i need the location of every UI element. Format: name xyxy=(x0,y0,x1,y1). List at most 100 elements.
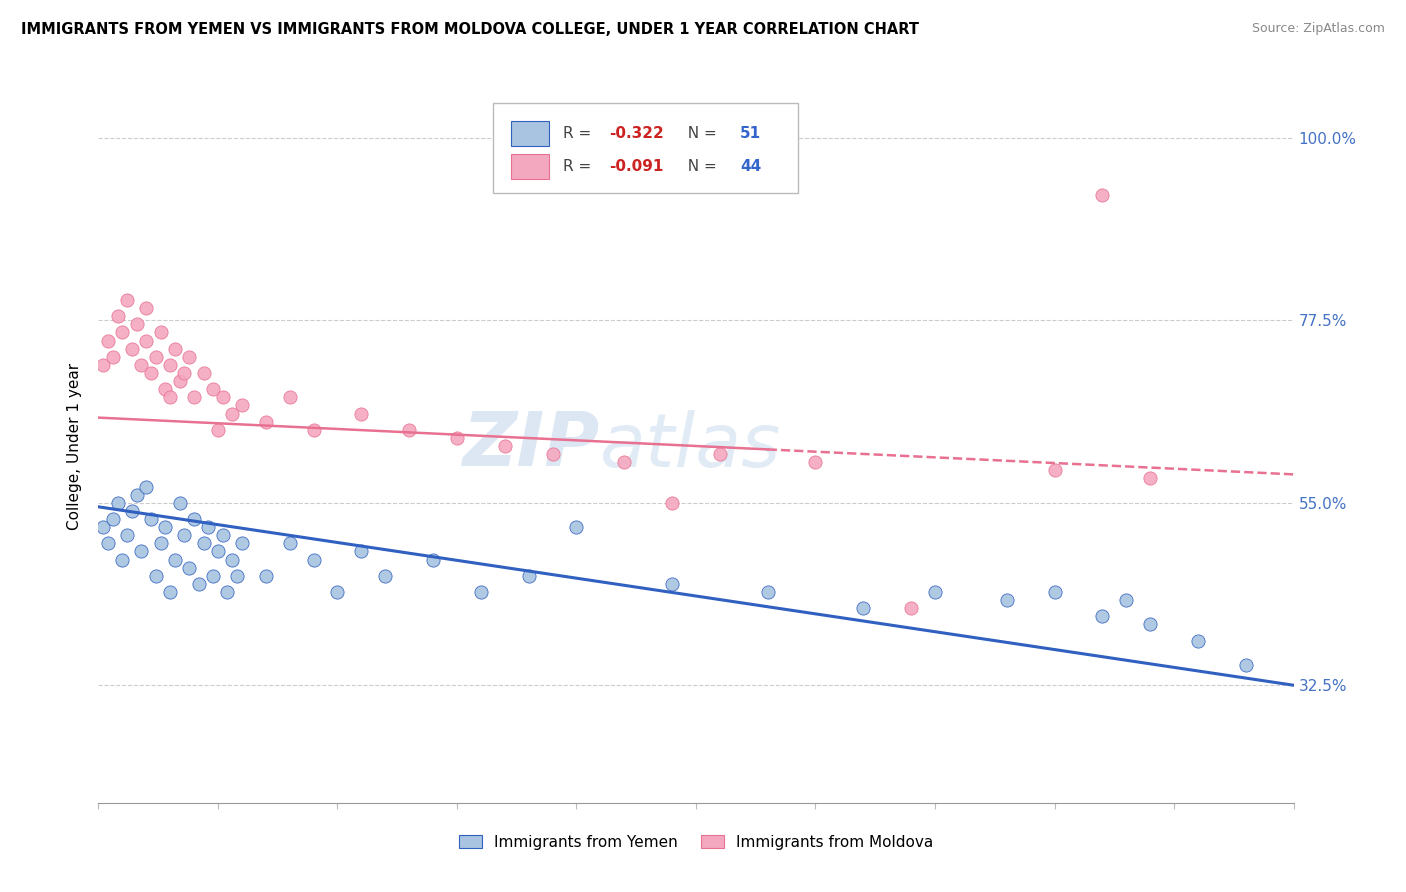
Point xyxy=(125,488,148,502)
Point xyxy=(91,520,114,534)
Point xyxy=(131,544,153,558)
Text: IMMIGRANTS FROM YEMEN VS IMMIGRANTS FROM MOLDOVA COLLEGE, UNDER 1 YEAR CORRELATI: IMMIGRANTS FROM YEMEN VS IMMIGRANTS FROM… xyxy=(21,22,920,37)
Point xyxy=(661,496,683,510)
Point xyxy=(125,318,148,332)
Legend: Immigrants from Yemen, Immigrants from Moldova: Immigrants from Yemen, Immigrants from M… xyxy=(453,829,939,855)
Point xyxy=(197,520,219,534)
Point xyxy=(709,447,731,461)
Point xyxy=(139,512,162,526)
Point xyxy=(131,358,153,372)
Point xyxy=(149,536,172,550)
Point xyxy=(661,577,683,591)
Point xyxy=(302,552,325,566)
Text: ZIP: ZIP xyxy=(463,409,600,483)
Point xyxy=(1234,657,1257,672)
Point xyxy=(446,431,468,445)
Point xyxy=(173,528,195,542)
Point xyxy=(121,504,143,518)
Point xyxy=(226,568,249,582)
Point xyxy=(350,407,373,421)
Point xyxy=(422,552,444,566)
Point xyxy=(193,536,215,550)
Point xyxy=(211,528,233,542)
Point xyxy=(231,399,253,413)
Point xyxy=(187,577,209,591)
Point xyxy=(326,585,349,599)
Point xyxy=(115,293,138,307)
Text: -0.091: -0.091 xyxy=(609,159,664,174)
Point xyxy=(565,520,588,534)
Point xyxy=(121,342,143,356)
Point xyxy=(111,326,134,340)
Point xyxy=(900,601,922,615)
Point xyxy=(1043,585,1066,599)
FancyBboxPatch shape xyxy=(510,120,548,145)
Point xyxy=(278,536,301,550)
Point xyxy=(159,358,181,372)
Point xyxy=(97,334,120,348)
Point xyxy=(173,366,195,380)
Text: R =: R = xyxy=(564,159,596,174)
Point xyxy=(302,423,325,437)
Text: Source: ZipAtlas.com: Source: ZipAtlas.com xyxy=(1251,22,1385,36)
Y-axis label: College, Under 1 year: College, Under 1 year xyxy=(67,362,83,530)
Point xyxy=(145,568,167,582)
Point xyxy=(221,407,243,421)
Point xyxy=(107,496,129,510)
Point xyxy=(183,390,205,404)
Point xyxy=(470,585,492,599)
Point xyxy=(135,334,157,348)
Point xyxy=(155,382,177,396)
Point xyxy=(541,447,564,461)
Point xyxy=(254,568,277,582)
Point xyxy=(211,390,233,404)
Text: 51: 51 xyxy=(740,126,761,141)
Text: N =: N = xyxy=(678,159,721,174)
Text: -0.322: -0.322 xyxy=(609,126,664,141)
Point xyxy=(756,585,779,599)
Point xyxy=(1139,471,1161,485)
Point xyxy=(155,520,177,534)
Point xyxy=(183,512,205,526)
Point xyxy=(163,552,186,566)
Point xyxy=(398,423,420,437)
Point xyxy=(494,439,516,453)
Point xyxy=(254,415,277,429)
FancyBboxPatch shape xyxy=(510,153,548,178)
Point xyxy=(91,358,114,372)
Point xyxy=(145,350,167,364)
Point xyxy=(1043,463,1066,477)
Point xyxy=(613,455,636,469)
Point xyxy=(852,601,875,615)
Point xyxy=(995,593,1018,607)
Point xyxy=(149,326,172,340)
Point xyxy=(1187,633,1209,648)
Point xyxy=(202,382,225,396)
Point xyxy=(193,366,215,380)
Point xyxy=(217,585,239,599)
Point xyxy=(97,536,120,550)
Text: 44: 44 xyxy=(740,159,762,174)
Text: R =: R = xyxy=(564,126,596,141)
Point xyxy=(1091,187,1114,202)
Text: atlas: atlas xyxy=(600,410,782,482)
Point xyxy=(159,390,181,404)
Point xyxy=(231,536,253,550)
Point xyxy=(179,350,201,364)
Point xyxy=(207,544,229,558)
Point xyxy=(107,310,129,324)
Point xyxy=(278,390,301,404)
Point xyxy=(135,479,157,493)
Point xyxy=(924,585,946,599)
Point xyxy=(202,568,225,582)
Point xyxy=(115,528,138,542)
Point xyxy=(1091,609,1114,624)
Point xyxy=(135,301,157,315)
Point xyxy=(169,374,191,388)
Point xyxy=(101,350,124,364)
Point xyxy=(221,552,243,566)
Point xyxy=(169,496,191,510)
Point xyxy=(374,568,396,582)
Point xyxy=(163,342,186,356)
Point xyxy=(111,552,134,566)
